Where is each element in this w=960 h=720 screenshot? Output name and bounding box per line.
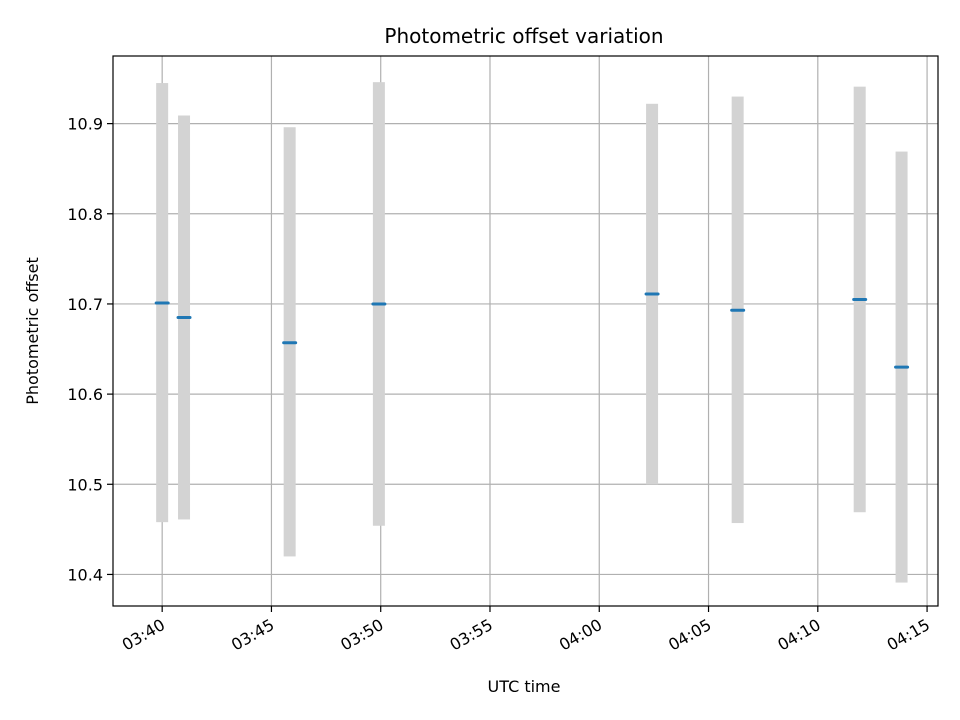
x-tick-label: 03:45 bbox=[228, 615, 277, 655]
error-bars bbox=[156, 82, 908, 583]
x-tick-label: 03:55 bbox=[447, 615, 496, 655]
chart-title: Photometric offset variation bbox=[384, 24, 663, 48]
y-tick-label: 10.6 bbox=[67, 385, 103, 404]
y-tick-label: 10.7 bbox=[67, 295, 103, 314]
y-tick-label: 10.4 bbox=[67, 565, 103, 584]
y-axis-ticks: 10.4 10.5 10.6 10.7 10.8 10.9 bbox=[67, 115, 113, 584]
grid bbox=[113, 56, 938, 606]
x-axis-ticks: 03:40 03:45 03:50 03:55 04:00 04:05 04:10 04:15 bbox=[119, 606, 933, 655]
y-tick-label: 10.9 bbox=[67, 115, 103, 134]
data-points bbox=[154, 292, 910, 369]
y-axis-label: Photometric offset bbox=[23, 257, 42, 405]
x-tick-label: 04:05 bbox=[665, 615, 714, 655]
plot-frame bbox=[112, 55, 939, 607]
x-tick-label: 04:15 bbox=[884, 615, 933, 655]
x-tick-label: 03:50 bbox=[337, 615, 386, 655]
x-axis-label: UTC time bbox=[488, 677, 561, 696]
x-tick-label: 03:40 bbox=[119, 615, 168, 655]
x-tick-label: 04:00 bbox=[556, 615, 605, 655]
x-tick-label: 04:10 bbox=[774, 615, 823, 655]
y-tick-label: 10.8 bbox=[67, 205, 103, 224]
y-tick-label: 10.5 bbox=[67, 475, 103, 494]
